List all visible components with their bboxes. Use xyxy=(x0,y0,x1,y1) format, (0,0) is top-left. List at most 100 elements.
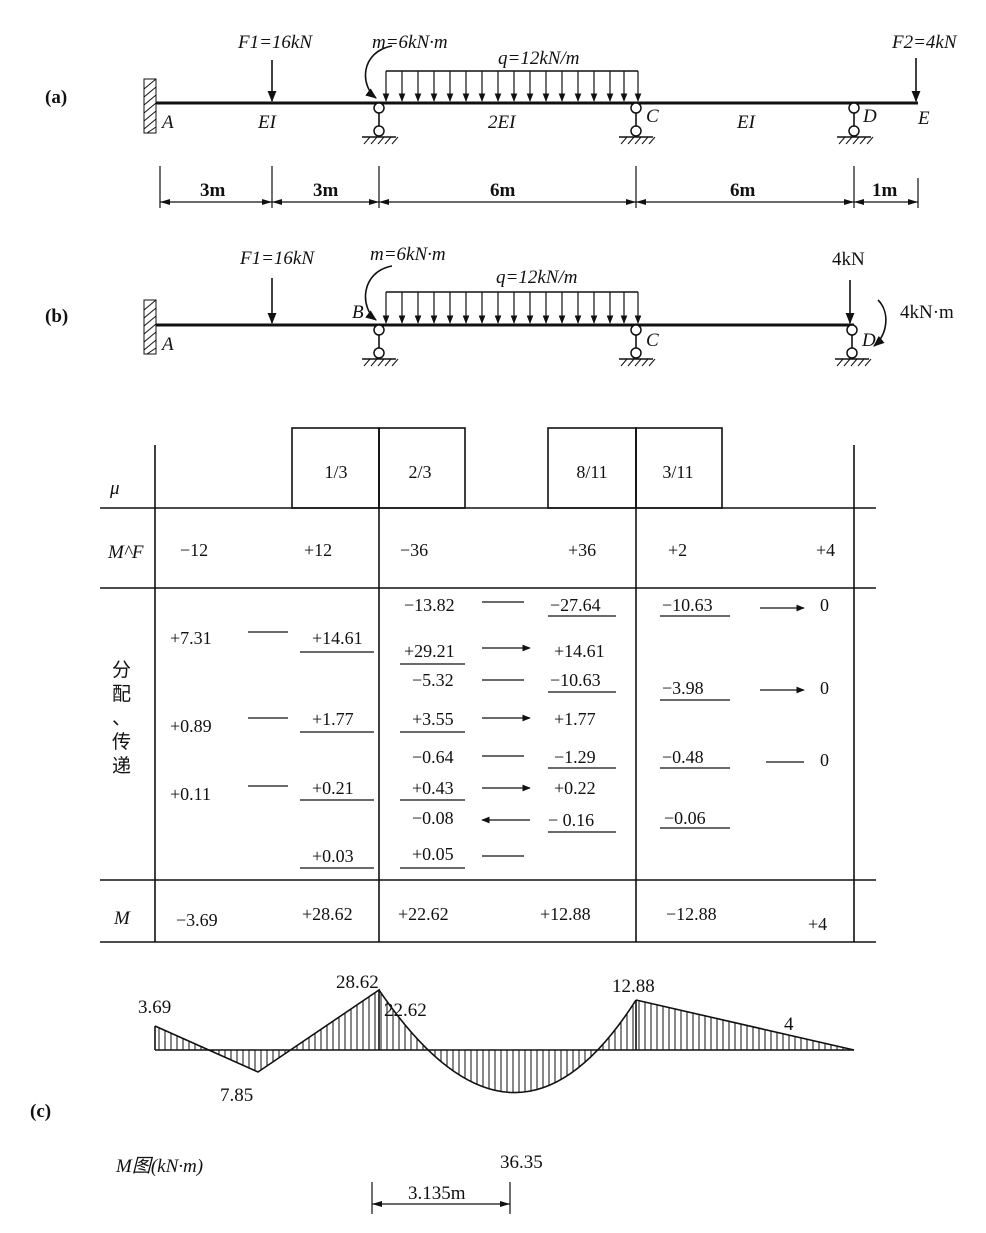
panel-label-c: (c) xyxy=(30,1101,51,1122)
dist-ba-3: +0.21 xyxy=(312,778,354,798)
mu-ba: 1/3 xyxy=(324,462,347,482)
dist-cb-1: −27.64 xyxy=(550,595,601,615)
dist-bc-6: +0.43 xyxy=(412,778,454,798)
final-m-ba: +28.62 xyxy=(302,904,353,924)
dim-label-1: 3m xyxy=(200,180,226,201)
support-b-b xyxy=(362,324,399,367)
point-a-label-b: A xyxy=(160,334,174,355)
dist-cb-2: +14.61 xyxy=(554,641,605,661)
moment-m-label: m=6kN·m xyxy=(372,32,448,53)
support-d-a xyxy=(837,102,874,145)
support-b-a xyxy=(362,102,399,145)
moment-diagram-title: M图(kN·m) xyxy=(115,1156,203,1177)
stiffness-ab-label: EI xyxy=(257,112,278,133)
mf-ba: +12 xyxy=(304,540,332,560)
final-m-cd: −12.88 xyxy=(666,904,717,924)
dist-ba-2: +1.77 xyxy=(312,709,354,729)
dimension-3135-label: 3.135m xyxy=(408,1183,466,1204)
dist-cb-4: +1.77 xyxy=(554,709,596,729)
dist-bc-7: −0.08 xyxy=(412,808,454,828)
dist-cd-1: −10.63 xyxy=(662,595,713,615)
dist-ba-1: +14.61 xyxy=(312,628,363,648)
dim-label-4: 6m xyxy=(730,180,756,201)
support-c-b xyxy=(619,324,656,367)
load-q-label-b: q=12kN/m xyxy=(496,267,577,288)
moment-label-bc: 22.62 xyxy=(384,1000,427,1021)
row-label-mu: μ xyxy=(109,478,120,499)
dist-cb-3: −10.63 xyxy=(550,670,601,690)
moment-label-ba: 28.62 xyxy=(336,972,379,993)
row-label-dist-4: 传 xyxy=(112,731,131,753)
moment-d-arrow xyxy=(873,299,887,347)
mf-bc: −36 xyxy=(400,540,428,560)
mf-cb: +36 xyxy=(568,540,596,560)
force-f1-label: F1=16kN xyxy=(237,32,313,53)
dist-cb-6: +0.22 xyxy=(554,778,596,798)
row-label-dist-5: 递 xyxy=(112,755,131,777)
dist-bc-1: −13.82 xyxy=(404,595,455,615)
mf-ab: −12 xyxy=(180,540,208,560)
dim-label-3: 6m xyxy=(490,180,516,201)
moment-curve-cd xyxy=(635,999,855,1051)
dist-bc-4: +3.55 xyxy=(412,709,454,729)
panel-label-b: (b) xyxy=(45,306,68,327)
carry-over-arrows xyxy=(248,601,805,857)
point-d-label-a: D xyxy=(862,106,877,127)
dist-cd-2: −3.98 xyxy=(662,678,704,698)
moment-label-c: 12.88 xyxy=(612,976,655,997)
force-d-label: 4kN xyxy=(832,249,865,270)
mu-bc: 2/3 xyxy=(408,462,431,482)
mf-dc: +4 xyxy=(816,540,835,560)
final-m-dc: +4 xyxy=(808,914,827,934)
moment-m-label-b: m=6kN·m xyxy=(370,244,446,265)
row-label-dist-1: 分 xyxy=(112,659,131,681)
dist-cb-5: −1.29 xyxy=(554,747,596,767)
load-q-label: q=12kN/m xyxy=(498,48,579,69)
dist-cd-3: −0.48 xyxy=(662,747,704,767)
moment-label-min-ab: 7.85 xyxy=(220,1085,253,1106)
mu-cb: 8/11 xyxy=(576,462,607,482)
distributed-load-q-b xyxy=(382,291,642,324)
row-label-dist-2: 配 xyxy=(112,684,131,705)
point-e-label: E xyxy=(917,108,930,129)
moment-label-d: 4 xyxy=(784,1014,794,1035)
row-label-mf: M^F xyxy=(107,542,144,563)
point-b-label-b: B xyxy=(352,302,364,323)
fixed-wall-b xyxy=(143,299,157,355)
dimension-3135 xyxy=(371,1182,511,1214)
dist-ab-2: +0.89 xyxy=(170,716,212,736)
row-label-dist-3: 、 xyxy=(112,708,131,729)
point-c-label-a: C xyxy=(646,106,659,127)
support-c-a xyxy=(619,102,656,145)
stiffness-bc-label: 2EI xyxy=(488,112,517,133)
moment-label-max-bc: 36.35 xyxy=(500,1152,543,1173)
table-underlines xyxy=(300,615,730,869)
force-f1-label-b: F1=16kN xyxy=(239,248,315,269)
moment-curve-ab xyxy=(154,988,380,1073)
fixed-wall-a xyxy=(143,78,157,134)
dist-ba-4: +0.03 xyxy=(312,846,354,866)
dim-label-5: 1m xyxy=(872,180,898,201)
dist-ab-3: +0.11 xyxy=(170,784,211,804)
moment-diagram: (c) 3.69 7.85 28.62 22.62 36.35 12.88 4 … xyxy=(30,972,855,1214)
row-label-m: M xyxy=(113,908,131,929)
fig-b: (b) F1=16kN m=6kN·m xyxy=(45,244,954,367)
force-f2-label: F2=4kN xyxy=(891,32,958,53)
dim-label-2: 3m xyxy=(313,180,339,201)
dist-bc-5: −0.64 xyxy=(412,747,454,767)
dist-ab-1: +7.31 xyxy=(170,628,212,648)
dist-bc-2: +29.21 xyxy=(404,641,455,661)
moment-label-a: 3.69 xyxy=(138,997,171,1018)
panel-label-a: (a) xyxy=(45,87,67,108)
stiffness-cd-label: EI xyxy=(736,112,757,133)
dist-cd-4: −0.06 xyxy=(664,808,706,828)
mu-cd: 3/11 xyxy=(662,462,693,482)
dist-dc-1: 0 xyxy=(820,595,829,615)
distributed-load-q xyxy=(382,70,642,102)
moment-m-arrow xyxy=(364,45,393,99)
dist-cb-7: − 0.16 xyxy=(548,810,594,830)
final-m-cb: +12.88 xyxy=(540,904,591,924)
final-m-ab: −3.69 xyxy=(176,910,218,930)
